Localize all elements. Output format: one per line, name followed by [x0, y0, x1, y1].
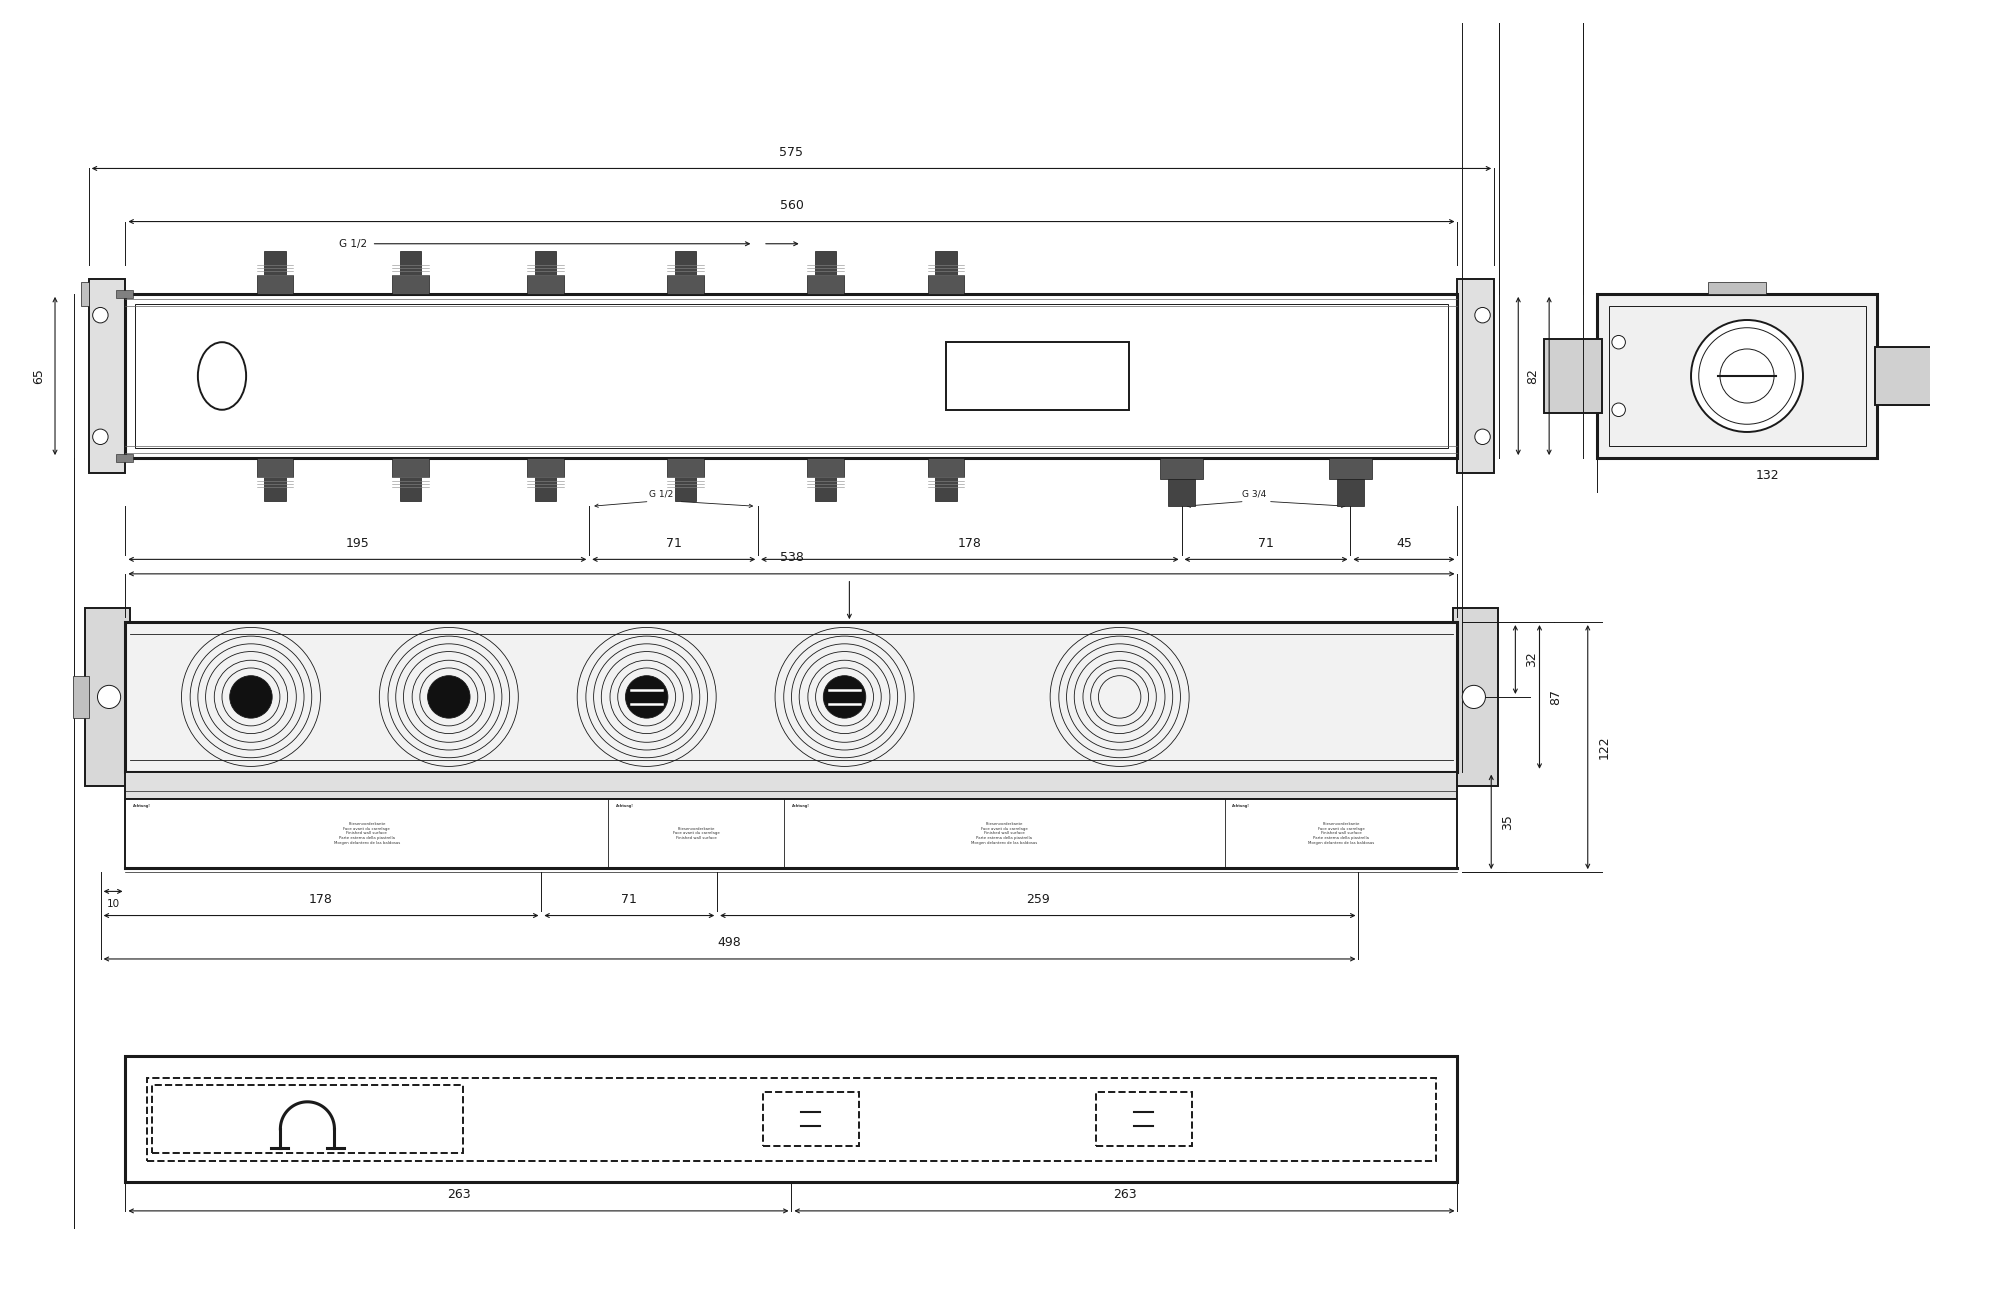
Bar — [256, 458, 294, 477]
Bar — [1708, 282, 1766, 294]
Circle shape — [1462, 686, 1486, 708]
Circle shape — [1612, 404, 1626, 417]
Bar — [264, 477, 286, 502]
Bar — [674, 477, 696, 502]
Bar — [152, 1085, 464, 1153]
Bar — [1452, 607, 1498, 786]
Circle shape — [428, 675, 470, 718]
Bar — [82, 282, 88, 306]
Bar — [762, 1092, 860, 1147]
Bar — [1608, 306, 1866, 447]
Text: Fliesenvorderkante
Face avant du carrelage
Finished wall surface
Parte esterna d: Fliesenvorderkante Face avant du carrela… — [1308, 821, 1374, 845]
Bar — [928, 274, 964, 294]
Bar — [126, 772, 1458, 799]
Bar — [526, 458, 564, 477]
Text: 538: 538 — [780, 551, 804, 564]
Text: 560: 560 — [780, 199, 804, 212]
Bar — [1328, 458, 1372, 479]
Bar — [146, 1077, 1436, 1161]
Bar — [116, 290, 134, 298]
Bar — [806, 458, 844, 477]
Bar — [1458, 279, 1494, 473]
Text: 132: 132 — [1756, 469, 1780, 482]
Bar — [666, 274, 704, 294]
Text: G 1/2: G 1/2 — [650, 490, 674, 499]
Text: 263: 263 — [446, 1188, 470, 1202]
Text: 122: 122 — [1598, 735, 1610, 759]
Circle shape — [1692, 320, 1802, 432]
Circle shape — [1612, 336, 1626, 349]
Bar — [126, 1057, 1458, 1182]
Text: Fliesenvorderkante
Face avant du carrelage
Finished wall surface
Parte esterna d: Fliesenvorderkante Face avant du carrela… — [334, 821, 400, 845]
Bar — [1336, 479, 1364, 507]
Bar — [526, 274, 564, 294]
Text: 10: 10 — [106, 899, 120, 909]
Text: G 3/4: G 3/4 — [1242, 490, 1266, 499]
Bar — [946, 342, 1130, 410]
Circle shape — [92, 430, 108, 444]
Text: Achtung!: Achtung! — [792, 803, 810, 807]
Text: 259: 259 — [1026, 893, 1050, 906]
Text: 32: 32 — [1526, 652, 1538, 667]
Text: 498: 498 — [718, 936, 742, 949]
Text: Achtung!: Achtung! — [616, 803, 634, 807]
Bar — [264, 251, 286, 274]
Text: 82: 82 — [1526, 368, 1540, 384]
Bar — [392, 274, 428, 294]
Circle shape — [1474, 307, 1490, 323]
Text: 87: 87 — [1550, 690, 1562, 705]
Text: 263: 263 — [1112, 1188, 1136, 1202]
Text: 178: 178 — [310, 893, 334, 906]
Bar — [1096, 1092, 1192, 1147]
Bar — [256, 274, 294, 294]
Bar — [674, 251, 696, 274]
Bar — [116, 454, 134, 462]
Text: 575: 575 — [780, 146, 804, 159]
Text: Achtung!: Achtung! — [134, 803, 152, 807]
Bar — [534, 477, 556, 502]
Bar — [400, 251, 420, 274]
Bar — [936, 477, 956, 502]
Circle shape — [98, 686, 120, 708]
Bar — [814, 477, 836, 502]
Text: 82: 82 — [1528, 368, 1540, 384]
Circle shape — [824, 675, 866, 718]
Text: 35: 35 — [1500, 814, 1514, 829]
Text: 65: 65 — [32, 368, 46, 384]
Text: 45: 45 — [1396, 537, 1412, 550]
Bar — [400, 477, 420, 502]
Text: 71: 71 — [666, 537, 682, 550]
Bar — [1160, 458, 1204, 479]
Bar — [814, 251, 836, 274]
Bar — [1876, 347, 1938, 405]
Circle shape — [230, 675, 272, 718]
Text: Fliesenvorderkante
Face avant du carrelage
Finished wall surface: Fliesenvorderkante Face avant du carrela… — [672, 827, 720, 840]
Bar — [74, 675, 88, 718]
Bar — [936, 251, 956, 274]
Circle shape — [92, 307, 108, 323]
Bar — [392, 458, 428, 477]
Text: 195: 195 — [346, 537, 370, 550]
Bar — [1598, 294, 1878, 458]
Text: Achtung!: Achtung! — [1232, 803, 1250, 807]
Text: 71: 71 — [1258, 537, 1274, 550]
Text: 178: 178 — [958, 537, 982, 550]
Circle shape — [1474, 430, 1490, 444]
Text: Fliesenvorderkante
Face avant du carrelage
Finished wall surface
Parte esterna d: Fliesenvorderkante Face avant du carrela… — [972, 821, 1038, 845]
Bar — [666, 458, 704, 477]
Bar — [126, 622, 1458, 772]
Bar — [136, 303, 1448, 448]
Bar — [534, 251, 556, 274]
Text: G 1/2: G 1/2 — [338, 239, 366, 248]
Bar — [88, 279, 126, 473]
Bar — [806, 274, 844, 294]
Bar — [1168, 479, 1196, 507]
Bar — [126, 799, 1458, 868]
Bar — [84, 607, 130, 786]
Bar — [928, 458, 964, 477]
Circle shape — [626, 675, 668, 718]
Text: 71: 71 — [622, 893, 638, 906]
Bar — [1544, 340, 1602, 413]
Bar — [126, 294, 1458, 458]
